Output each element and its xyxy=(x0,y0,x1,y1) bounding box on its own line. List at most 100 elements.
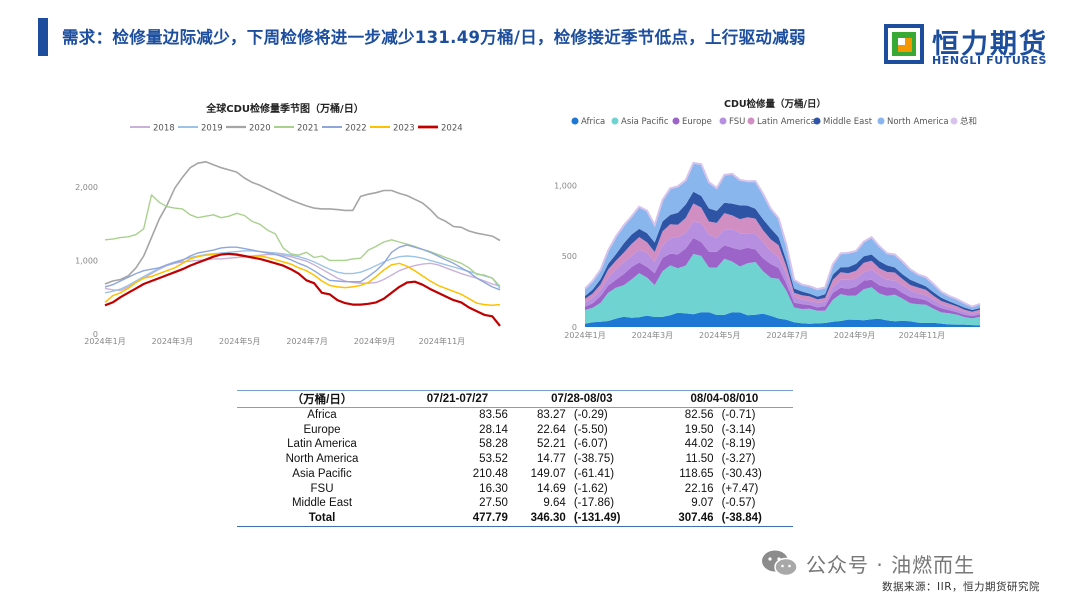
week-2-change: (-5.50) xyxy=(573,423,608,436)
week-2-change: (-17.86) xyxy=(573,497,615,510)
series-line-2022 xyxy=(104,244,501,291)
week-2-change: (-131.49) xyxy=(565,510,656,527)
x-tick-label: 2024年11月 xyxy=(419,336,466,346)
week-3-value: 9.07 xyxy=(691,497,714,510)
week-3-value: 19.50 xyxy=(684,423,714,436)
legend-swatch xyxy=(571,117,579,125)
week-1-value: 27.50 xyxy=(479,497,508,510)
week-3-change: (-0.71) xyxy=(721,409,756,421)
area-layer-europe xyxy=(585,238,980,319)
series-line-2018 xyxy=(104,253,501,292)
series-line-2020 xyxy=(104,161,501,285)
week-3-value: 22.16 xyxy=(684,482,714,495)
y-tick-label: 500 xyxy=(562,252,577,261)
series-line-2021 xyxy=(104,194,501,287)
seasonal-cdu-line-chart: 全球CDU检修量季节图（万桶/日） 2018 2019 2020 2021 2022 202… xyxy=(75,102,501,346)
legend-label: North America xyxy=(887,117,949,127)
week-3-value: 118.65 xyxy=(679,467,714,480)
week-2-change: (-61.41) xyxy=(573,467,615,480)
legend-swatch xyxy=(672,117,680,125)
week-2-value: 22.64 xyxy=(537,423,566,436)
x-tick-label: 2024年9月 xyxy=(834,330,875,340)
legend-label: Asia Pacific xyxy=(621,117,669,127)
y-tick-label: 1,000 xyxy=(75,256,98,265)
cdu-maintenance-table: （万桶/日） 07/21-07/27 07/28-08/03 08/04-08/… xyxy=(237,390,793,527)
week-2-value: 149.07 xyxy=(530,467,566,480)
table-header-week-3: 08/04-08/010 xyxy=(655,390,793,408)
x-tick-label: 2024年3月 xyxy=(152,336,193,346)
table-row: Middle East 27.50 9.64 (-17.86) 9.07 (-0.57) xyxy=(237,496,793,511)
series-line-2024 xyxy=(104,252,501,327)
week-1-value: 58.28 xyxy=(479,438,508,451)
legend-label: 2019 xyxy=(201,124,223,134)
row-label: North America xyxy=(285,453,359,466)
legend-swatch xyxy=(747,117,755,125)
logo-name-en: HENGLI FUTURES xyxy=(932,54,1048,67)
week-1-value: 53.52 xyxy=(479,453,508,466)
legend-label: FSU xyxy=(729,117,745,127)
row-label: Africa xyxy=(307,409,337,421)
legend-label: 总和 xyxy=(960,116,977,127)
legend-label: 2024 xyxy=(441,124,463,134)
legend-label: 2023 xyxy=(393,124,415,134)
chart-title: 全球CDU检修量季节图（万桶/日） xyxy=(205,102,363,115)
week-2-change: (-1.62) xyxy=(573,482,608,495)
x-tick-label: 2024年1月 xyxy=(564,330,605,340)
week-2-value: 14.69 xyxy=(537,482,566,495)
series-line-2023 xyxy=(104,253,501,307)
x-tick-label: 2024年5月 xyxy=(219,336,260,346)
data-source-note: 数据来源：IIR，恒力期货研究院 xyxy=(882,581,1040,593)
legend-label: Middle East xyxy=(823,117,873,127)
x-tick-label: 2024年1月 xyxy=(84,336,125,346)
week-1-value: 210.48 xyxy=(472,467,508,480)
table-header-row: （万桶/日） 07/21-07/27 07/28-08/03 08/04-08/… xyxy=(237,390,793,408)
week-1-value: 477.79 xyxy=(407,510,508,527)
slide-title: 需求：检修量边际减少，下周检修将进一步减少131.49万桶/日，检修接近季节低点… xyxy=(62,28,806,47)
wechat-icon xyxy=(762,550,798,577)
title-accent-bar xyxy=(38,18,48,56)
area-layer-asia-pacific xyxy=(585,253,980,326)
table-row: Latin America 58.28 52.21 (-6.07) 44.02 (-8.1… xyxy=(237,437,793,452)
legend-label: Latin America xyxy=(757,117,816,127)
area-layer-fsu xyxy=(585,221,980,317)
table-row: Europe 28.14 22.64 (-5.50) 19.50 (-3.14) xyxy=(237,423,793,438)
chart-title: CDU检修量（万桶/日） xyxy=(724,98,826,110)
table-header-week-1: 07/21-07/27 xyxy=(407,390,508,408)
week-3-value: 307.46 xyxy=(655,510,714,527)
y-tick-label: 1,000 xyxy=(554,181,577,190)
legend-swatch xyxy=(950,117,958,125)
x-tick-label: 2024年3月 xyxy=(632,330,673,340)
week-1-value: 28.14 xyxy=(479,423,508,436)
week-3-change: (-30.43) xyxy=(721,467,762,480)
week-3-change: (-3.14) xyxy=(721,423,756,436)
week-3-change: (+7.47) xyxy=(721,482,759,495)
legend-label: 2018 xyxy=(153,124,175,134)
x-tick-label: 2024年7月 xyxy=(286,336,327,346)
area-layer-middle-east xyxy=(585,191,980,312)
total-line xyxy=(584,161,981,308)
area-layer-africa xyxy=(585,312,980,327)
legend-label: 2022 xyxy=(345,124,367,134)
x-tick-label: 2024年11月 xyxy=(899,330,946,340)
week-3-value: 44.02 xyxy=(684,438,714,451)
row-label: Europe xyxy=(303,423,341,436)
company-logo: 恒力期货 HENGLI FUTURES xyxy=(884,20,1064,70)
logo-name-cn: 恒力期货 xyxy=(932,29,1048,60)
x-tick-label: 2024年9月 xyxy=(354,336,395,346)
week-2-value: 9.64 xyxy=(543,497,566,510)
x-tick-label: 2024年5月 xyxy=(699,330,740,340)
y-tick-label: 0 xyxy=(93,330,98,339)
cdu-stacked-area-chart: CDU检修量（万桶/日） Africa Asia Pacific Europe FSU L… xyxy=(554,98,981,340)
week-3-change: (-38.84) xyxy=(713,510,793,527)
y-tick-label: 2,000 xyxy=(75,183,98,192)
week-2-change: (-0.29) xyxy=(573,409,608,421)
row-label: FSU xyxy=(310,482,334,495)
week-1-value: 83.56 xyxy=(479,409,508,421)
table-row: FSU 16.30 14.69 (-1.62) 22.16 (+7.47) xyxy=(237,482,793,497)
week-2-change: (-6.07) xyxy=(573,438,608,451)
week-3-value: 82.56 xyxy=(684,409,714,421)
week-3-value: 11.50 xyxy=(685,453,714,466)
legend-swatch xyxy=(877,117,885,125)
week-2-change: (-38.75) xyxy=(573,453,615,466)
area-layer-latin-america xyxy=(585,203,980,314)
